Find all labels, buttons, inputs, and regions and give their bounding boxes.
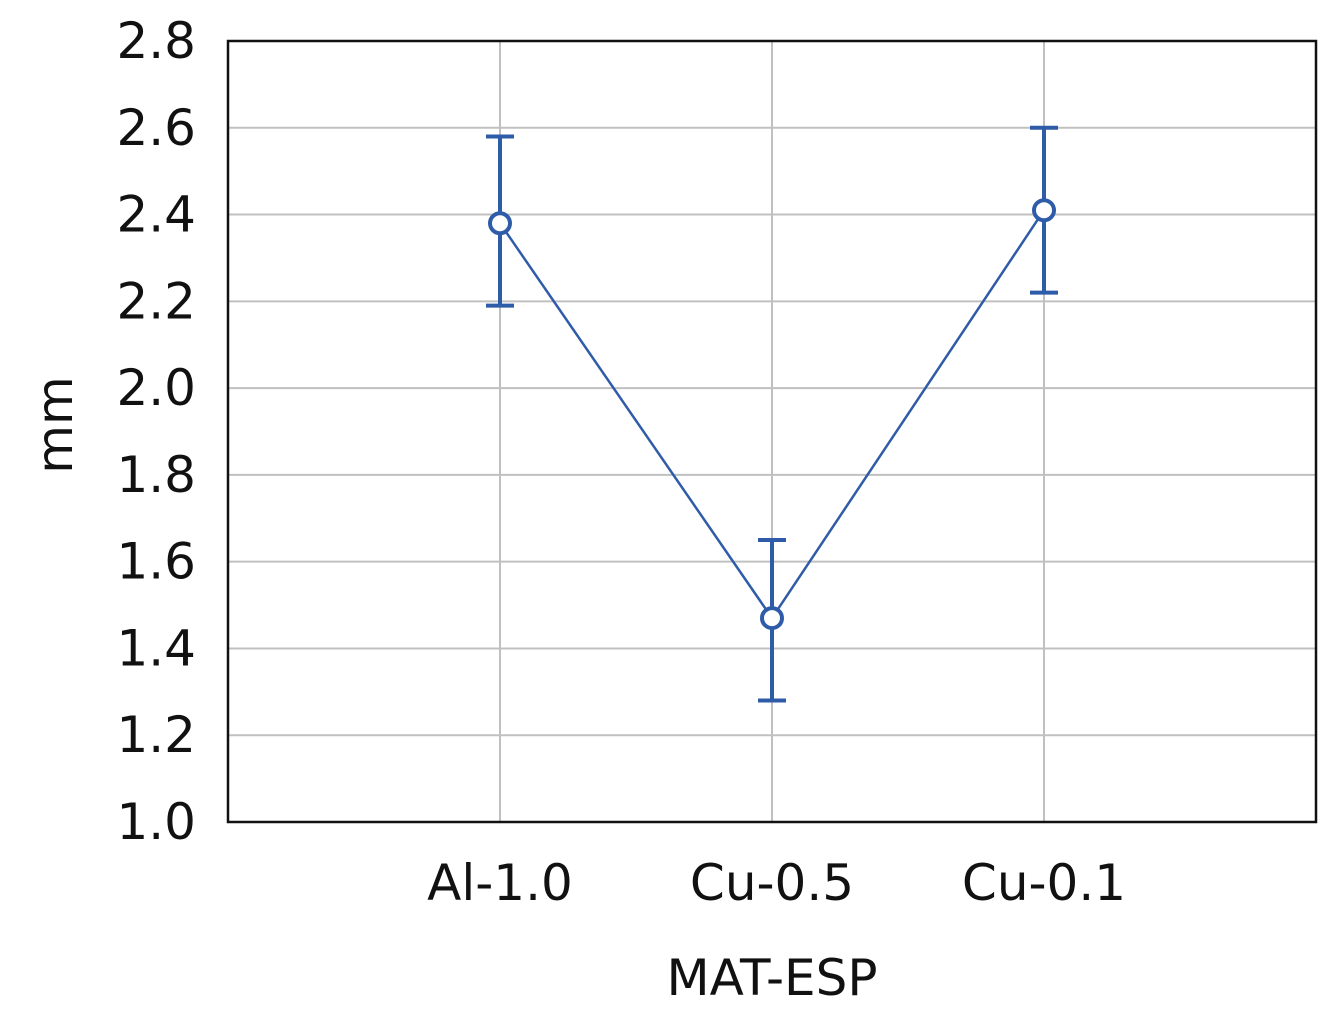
plot-frame	[226, 39, 1318, 824]
x-tick-labels: Al-1.0 Cu-0.5 Cu-0.1	[427, 854, 1126, 912]
y-tick-label: 2.4	[116, 186, 196, 244]
x-tick-label: Cu-0.5	[690, 854, 854, 912]
y-tick-label: 1.2	[116, 706, 196, 764]
y-tick-label: 1.6	[116, 533, 196, 591]
y-axis-label: mm	[26, 376, 84, 473]
y-tick-label: 2.8	[116, 12, 196, 70]
y-tick-label: 2.6	[116, 99, 196, 157]
y-tick-label: 2.2	[116, 272, 196, 330]
data-point	[1032, 198, 1056, 223]
x-tick-label: Al-1.0	[427, 854, 573, 912]
y-tick-labels: 1.0 1.2 1.4 1.6 1.8 2.0 2.2 2.4 2.6 2.8	[116, 12, 196, 851]
data-marks	[486, 125, 1058, 703]
data-point	[760, 606, 784, 631]
data-point	[488, 211, 512, 236]
y-tick-label: 2.0	[116, 359, 196, 417]
x-tick-label: Cu-0.1	[962, 854, 1126, 912]
y-tick-label: 1.0	[116, 793, 196, 851]
y-tick-label: 1.8	[116, 446, 196, 504]
y-tick-label: 1.4	[116, 619, 196, 677]
grid	[228, 40, 1316, 823]
x-axis-label: MAT-ESP	[667, 949, 878, 1007]
